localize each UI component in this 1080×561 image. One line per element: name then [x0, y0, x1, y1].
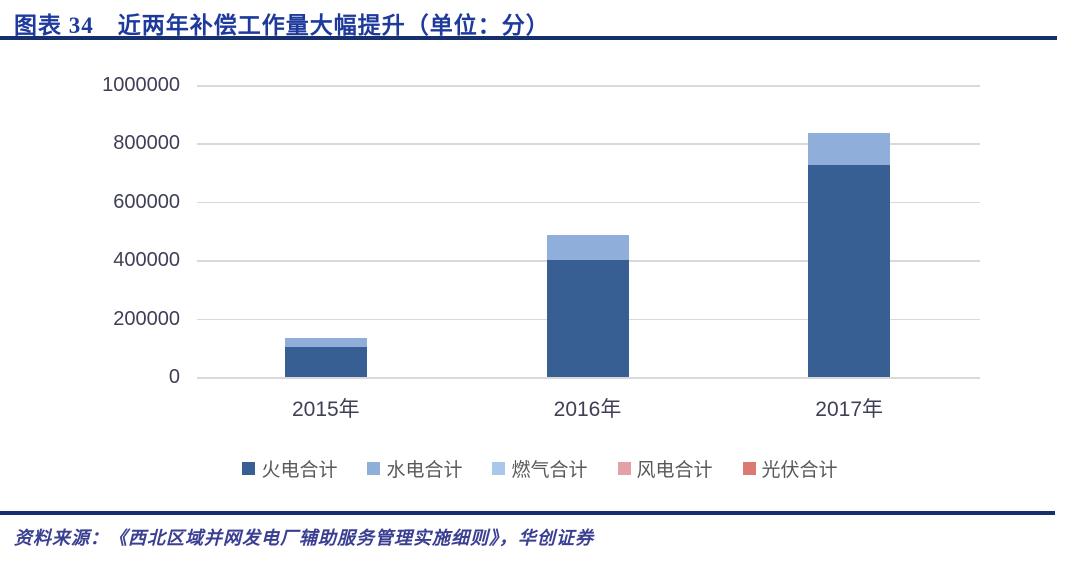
y-axis-tick-label: 0 — [168, 366, 180, 388]
y-axis-tick-label: 800000 — [113, 132, 180, 155]
grid-line — [197, 143, 980, 145]
y-axis-tick-label: 600000 — [113, 190, 180, 213]
legend-swatch-icon — [242, 462, 256, 475]
bar-segment — [808, 165, 891, 377]
legend-label: 火电合计 — [261, 460, 338, 481]
legend-item: 风电合计 — [617, 455, 713, 482]
legend-label: 燃气合计 — [511, 460, 588, 481]
legend-item: 水电合计 — [367, 455, 462, 482]
legend-swatch-icon — [617, 462, 631, 475]
legend-item: 光伏合计 — [742, 455, 838, 482]
bar-segment — [808, 132, 891, 165]
legend-item: 火电合计 — [242, 455, 337, 482]
legend-swatch-icon — [367, 462, 381, 475]
stacked-bar-chart: 0 200000 400000 600000 800000 1000000 2015年 20… — [0, 50, 1080, 490]
legend-label: 光伏合计 — [761, 460, 838, 481]
grid-line — [197, 85, 980, 87]
legend-swatch-icon — [492, 462, 506, 475]
y-axis-tick-label: 200000 — [113, 307, 180, 330]
bar-segment — [546, 260, 629, 377]
grid-line — [197, 377, 980, 379]
bar-segment — [284, 346, 367, 377]
source-note: 资料来源：《西北区域并网发电厂辅助服务管理实施细则》，华创证券 — [14, 528, 594, 548]
chart-legend: 火电合计 水电合计 燃气合计 风电合计 光伏合计 — [0, 455, 1080, 482]
y-axis-tick-label: 1000000 — [102, 74, 180, 96]
header-rule — [0, 36, 1057, 40]
figure-title: 图表 34 近两年补偿工作量大幅提升（单位：分） — [14, 13, 550, 38]
legend-label: 水电合计 — [386, 460, 463, 481]
x-axis-tick-label: 2017年 — [815, 398, 884, 421]
footer-rule — [0, 511, 1055, 515]
bar-segment — [284, 337, 367, 347]
x-axis-tick-label: 2015年 — [291, 398, 360, 421]
legend-label: 风电合计 — [636, 460, 713, 481]
x-axis-tick-label: 2016年 — [553, 398, 622, 421]
legend-item: 燃气合计 — [492, 455, 588, 482]
grid-line — [197, 201, 980, 204]
bar-segment — [546, 235, 629, 261]
y-axis-tick-label: 400000 — [113, 249, 180, 272]
legend-swatch-icon — [742, 462, 756, 475]
